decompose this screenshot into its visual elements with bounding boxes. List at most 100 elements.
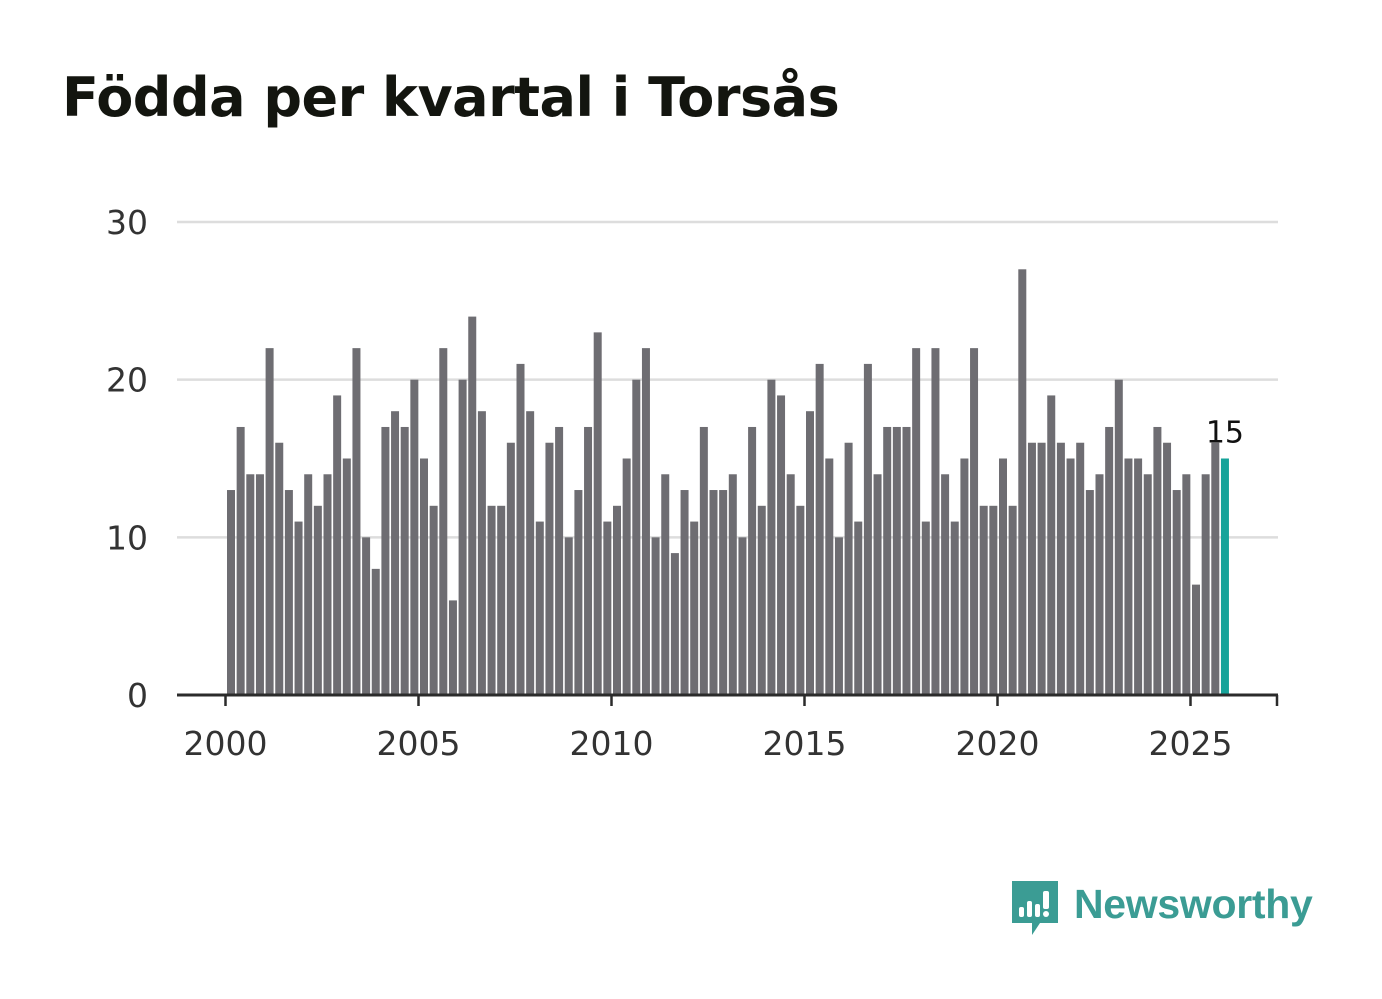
bar bbox=[1182, 474, 1191, 695]
newsworthy-logo: Newsworthy bbox=[1010, 878, 1313, 940]
bar bbox=[661, 474, 670, 695]
bar bbox=[1105, 426, 1114, 695]
axes bbox=[177, 693, 1279, 706]
bar bbox=[970, 348, 979, 695]
labels: 0 10 20 30 2000 2005 2010 2015 2020 2025 15 bbox=[106, 203, 1244, 763]
bar bbox=[709, 490, 718, 695]
bar bbox=[883, 426, 892, 695]
bar bbox=[892, 426, 901, 695]
latest-value-label: 15 bbox=[1206, 416, 1244, 451]
bar bbox=[516, 363, 525, 695]
y-tick-label-20: 20 bbox=[106, 361, 148, 400]
bar bbox=[574, 490, 583, 695]
x-tick-label-2000: 2000 bbox=[184, 724, 268, 763]
x-tick-label-2025: 2025 bbox=[1149, 724, 1233, 763]
bar-latest bbox=[1220, 458, 1229, 695]
bar bbox=[584, 426, 593, 695]
bar bbox=[255, 474, 264, 695]
bar bbox=[535, 521, 544, 695]
y-tick-label-10: 10 bbox=[106, 518, 148, 557]
bar bbox=[844, 442, 853, 695]
bar bbox=[391, 411, 400, 695]
bar bbox=[420, 458, 428, 695]
bar bbox=[1095, 474, 1104, 695]
bar bbox=[294, 521, 303, 695]
bars bbox=[227, 269, 1229, 695]
bar bbox=[1172, 490, 1181, 695]
bar bbox=[728, 474, 737, 695]
bar bbox=[1066, 458, 1075, 695]
bar bbox=[304, 474, 313, 695]
bar bbox=[458, 379, 467, 695]
bar bbox=[323, 474, 332, 695]
bar bbox=[613, 505, 621, 695]
bar bbox=[670, 553, 679, 695]
bar bbox=[632, 379, 641, 695]
bar bbox=[429, 505, 438, 695]
bar bbox=[526, 411, 535, 695]
bar bbox=[1211, 442, 1220, 695]
bar bbox=[786, 474, 795, 695]
bar bbox=[448, 600, 457, 695]
bar bbox=[950, 521, 959, 695]
bar bbox=[1153, 426, 1162, 695]
bar bbox=[352, 348, 361, 695]
newsworthy-wordmark: Newsworthy bbox=[1074, 880, 1313, 927]
bar bbox=[333, 395, 342, 695]
bar bbox=[1037, 442, 1046, 695]
bar bbox=[1201, 474, 1210, 695]
bar bbox=[651, 537, 660, 695]
bar bbox=[1192, 584, 1200, 695]
bar bbox=[342, 458, 351, 695]
bar bbox=[902, 426, 911, 695]
y-tick-label-0: 0 bbox=[127, 676, 148, 715]
bar bbox=[719, 490, 728, 695]
bar bbox=[767, 379, 776, 695]
bar bbox=[275, 442, 284, 695]
bar bbox=[960, 458, 969, 695]
bar bbox=[680, 490, 689, 695]
bar bbox=[477, 411, 486, 695]
bar bbox=[1008, 505, 1017, 695]
bar bbox=[545, 442, 554, 695]
bar bbox=[1076, 442, 1085, 695]
bar bbox=[1047, 395, 1056, 695]
bar bbox=[362, 537, 371, 695]
bar bbox=[921, 521, 930, 695]
bar bbox=[699, 426, 708, 695]
bar bbox=[796, 505, 805, 695]
bar bbox=[439, 348, 448, 695]
bar bbox=[497, 505, 506, 695]
bar bbox=[246, 474, 255, 695]
bar bbox=[979, 505, 988, 695]
bar bbox=[1163, 442, 1172, 695]
bar bbox=[381, 426, 390, 695]
x-tick-label-2015: 2015 bbox=[763, 724, 847, 763]
bar bbox=[1114, 379, 1123, 695]
bar bbox=[641, 348, 650, 695]
bar bbox=[912, 348, 921, 695]
bar bbox=[468, 316, 477, 695]
bar bbox=[227, 490, 235, 695]
bar bbox=[1018, 269, 1027, 695]
bar bbox=[806, 411, 814, 695]
bar bbox=[313, 505, 322, 695]
bar bbox=[748, 426, 757, 695]
bar bbox=[1056, 442, 1065, 695]
bar bbox=[999, 458, 1007, 695]
bar bbox=[738, 537, 747, 695]
bar bbox=[854, 521, 863, 695]
bar bbox=[941, 474, 950, 695]
bar bbox=[1027, 442, 1036, 695]
bar bbox=[690, 521, 699, 695]
bar bbox=[622, 458, 631, 695]
bar bbox=[777, 395, 786, 695]
bar bbox=[873, 474, 882, 695]
newsworthy-logo-icon bbox=[1012, 881, 1058, 935]
bar bbox=[815, 363, 824, 695]
bar bbox=[284, 490, 293, 695]
x-tick-label-2010: 2010 bbox=[570, 724, 654, 763]
bar bbox=[593, 332, 602, 695]
bar bbox=[371, 568, 380, 695]
